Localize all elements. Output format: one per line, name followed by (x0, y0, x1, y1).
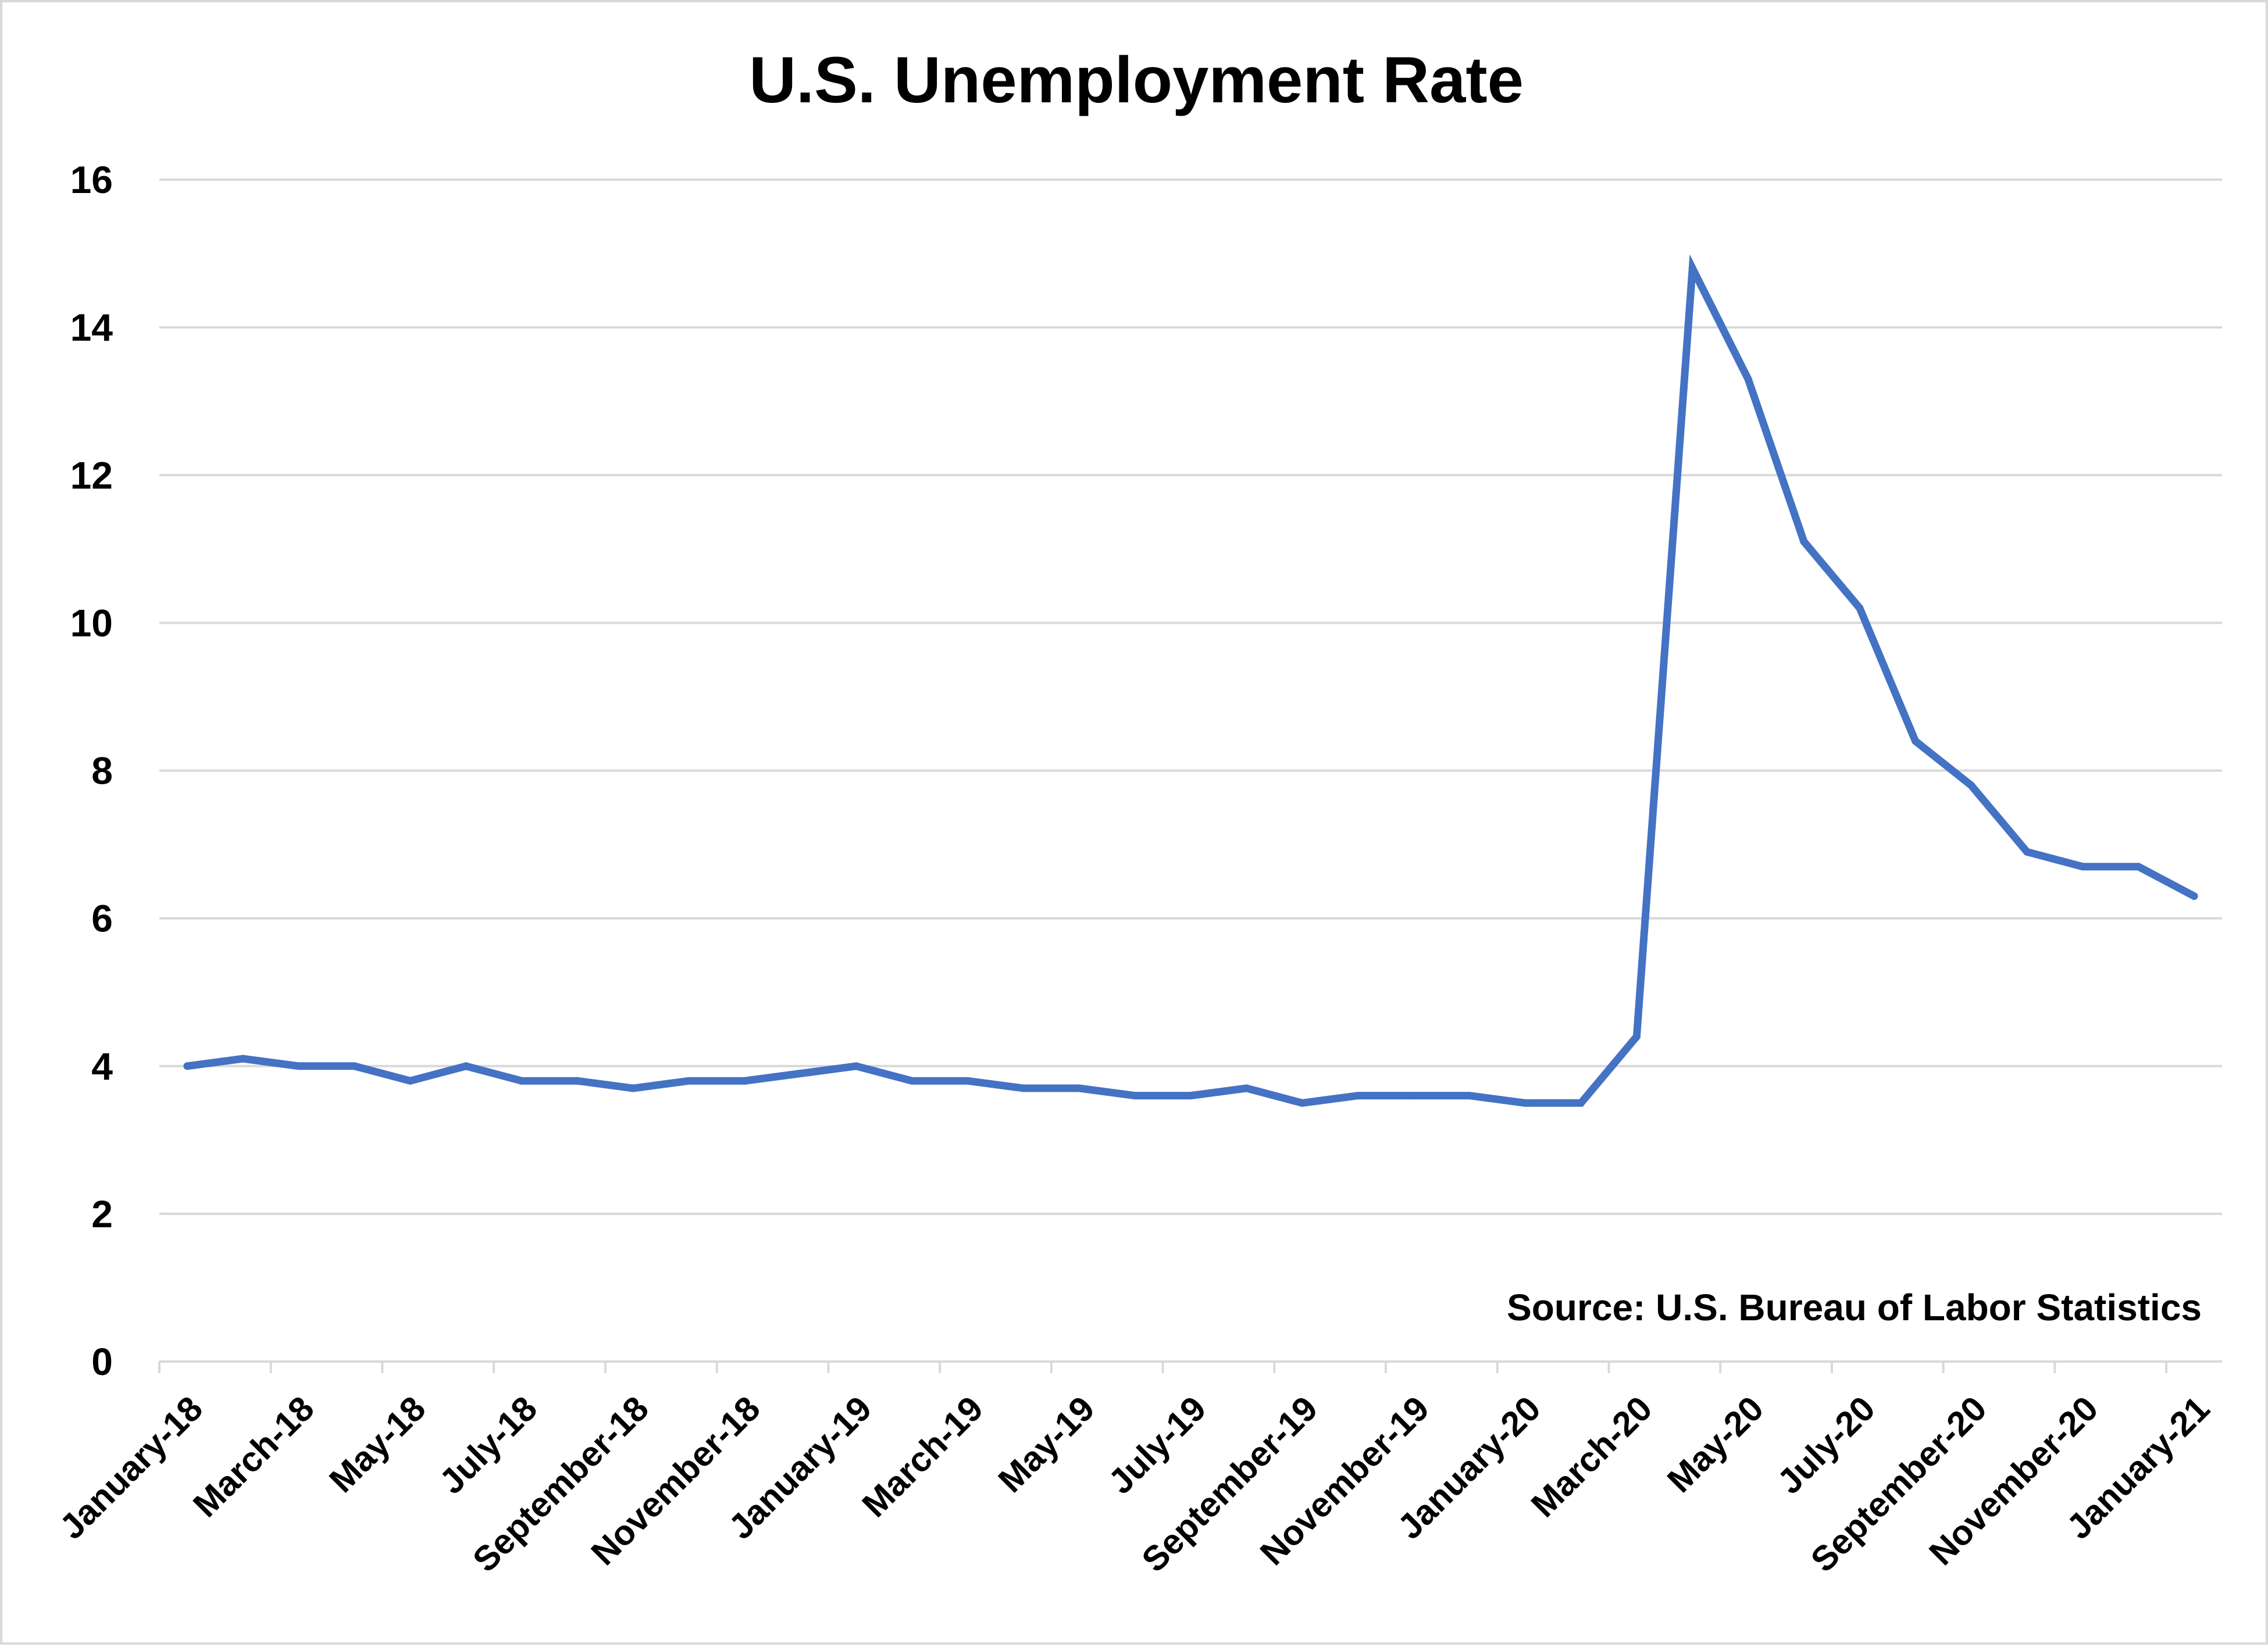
x-tick-label-january-18: January-18 (52, 1389, 210, 1546)
data-point-january-20 (1521, 1099, 1529, 1107)
series-layer (183, 254, 2198, 1107)
data-point-may-19 (1075, 1084, 1083, 1092)
y-tick-label-4: 4 (91, 1045, 113, 1088)
data-point-november-19 (1410, 1092, 1418, 1100)
data-point-december-20 (2134, 863, 2142, 871)
data-point-january-19 (852, 1062, 860, 1070)
data-point-november-20 (2078, 863, 2087, 871)
data-point-february-20 (1577, 1099, 1585, 1107)
x-tick-label-july-18: July-18 (432, 1389, 545, 1502)
series-line-0 (187, 254, 2196, 1107)
data-point-april-18 (351, 1062, 358, 1070)
data-point-may-18 (406, 1077, 414, 1085)
y-tick-label-10: 10 (70, 601, 113, 644)
chart-title: U.S. Unemployment Rate (749, 44, 1524, 116)
data-point-october-18 (685, 1077, 693, 1085)
y-tick-label-8: 8 (91, 749, 113, 792)
y-tick-label-16: 16 (70, 158, 113, 201)
data-point-march-19 (964, 1077, 972, 1085)
y-tick-label-2: 2 (91, 1192, 113, 1235)
data-point-june-18 (462, 1062, 470, 1070)
data-point-october-20 (2023, 848, 2031, 856)
data-point-january-21 (2190, 892, 2198, 900)
data-point-september-20 (1967, 781, 1975, 789)
x-tick-label-may-19: May-19 (991, 1389, 1102, 1500)
data-point-april-19 (1019, 1084, 1028, 1092)
x-tick-label-march-18: March-18 (186, 1389, 322, 1525)
y-axis-tick-labels: 0 2 4 6 8 10 12 14 16 (70, 158, 113, 1383)
data-point-july-18 (518, 1077, 526, 1085)
data-point-august-19 (1242, 1084, 1250, 1092)
data-point-july-19 (1187, 1092, 1194, 1100)
y-tick-label-0: 0 (91, 1340, 113, 1383)
data-point-january-18 (183, 1062, 191, 1070)
y-tick-label-12: 12 (70, 453, 113, 496)
data-point-may-20 (1744, 375, 1752, 383)
y-tick-label-6: 6 (91, 897, 113, 940)
y-tick-label-14: 14 (70, 306, 113, 349)
data-point-december-19 (1465, 1092, 1474, 1100)
data-point-july-20 (1856, 604, 1864, 612)
x-tick-label-july-20: July-20 (1770, 1389, 1882, 1502)
x-tick-label-march-19: March-19 (855, 1389, 991, 1525)
data-point-december-18 (796, 1070, 804, 1077)
data-point-march-18 (295, 1062, 303, 1070)
data-point-march-20 (1632, 1032, 1641, 1041)
x-tick-label-may-18: May-18 (322, 1389, 433, 1500)
x-tick-label-may-20: May-20 (1660, 1389, 1771, 1500)
x-tick-label-march-20: March-20 (1524, 1389, 1660, 1525)
data-point-august-18 (573, 1077, 582, 1085)
source-annotation: Source: U.S. Bureau of Labor Statistics (1507, 1287, 2202, 1328)
data-point-september-18 (629, 1084, 637, 1092)
gridlines (159, 178, 2222, 1215)
data-point-february-18 (239, 1055, 247, 1063)
data-point-april-20 (1688, 265, 1696, 272)
data-point-february-19 (908, 1077, 916, 1085)
data-point-november-18 (741, 1077, 749, 1085)
data-point-august-20 (1912, 737, 1920, 745)
data-point-june-20 (1800, 538, 1808, 546)
x-tick-label-july-19: July-19 (1101, 1389, 1214, 1502)
x-axis (158, 1360, 2222, 1373)
data-point-october-19 (1354, 1092, 1362, 1100)
data-point-september-19 (1298, 1099, 1306, 1107)
data-point-june-19 (1131, 1092, 1139, 1100)
